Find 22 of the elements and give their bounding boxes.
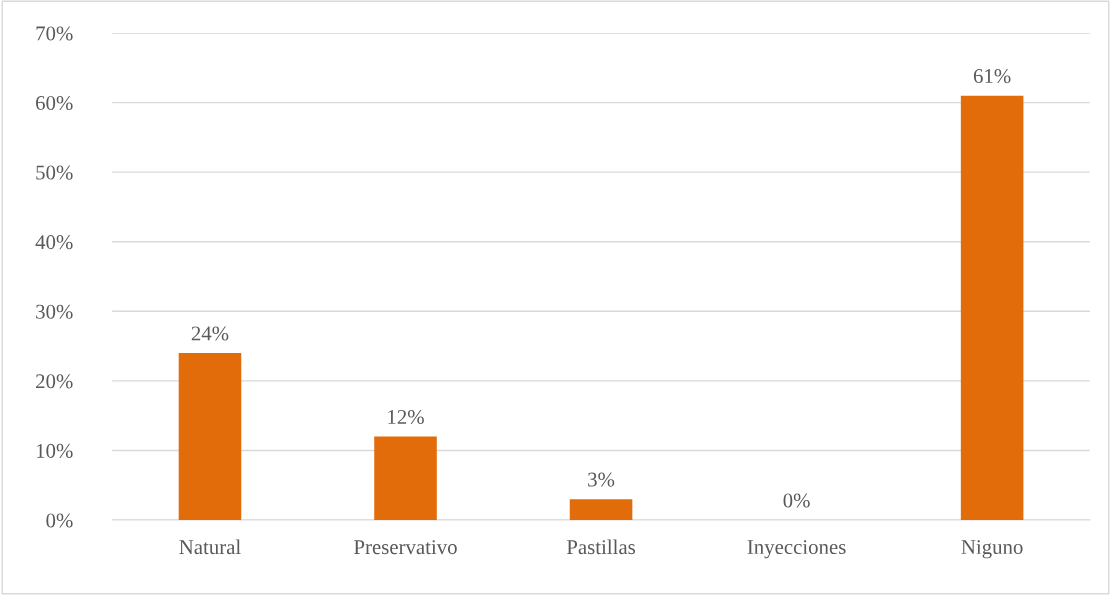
bar [569,499,633,521]
data-label: 24% [191,326,229,341]
y-tick-label: 40% [35,235,73,250]
data-label: 3% [588,472,615,487]
data-label: 61% [973,69,1011,84]
y-tick-label: 0% [46,513,73,528]
y-tick-label: 70% [36,26,73,41]
y-tick-label: 60% [36,95,73,111]
x-tick-label: Natural [179,539,241,555]
x-tick-label: Inyecciones [747,540,846,559]
y-tick-label: 50% [36,165,73,180]
x-tick-label: Pastillas [566,539,636,555]
y-tick-label: 10% [36,443,73,458]
x-tick-label: Preservativo [354,540,457,555]
data-label: 0% [783,493,810,508]
bar [178,353,242,521]
x-tick-label: Niguno [961,540,1023,559]
y-tick-label: 30% [36,304,73,319]
bar [960,95,1024,521]
y-tick-label: 20% [36,374,73,389]
data-label: 12% [388,409,424,425]
bar [374,436,437,521]
